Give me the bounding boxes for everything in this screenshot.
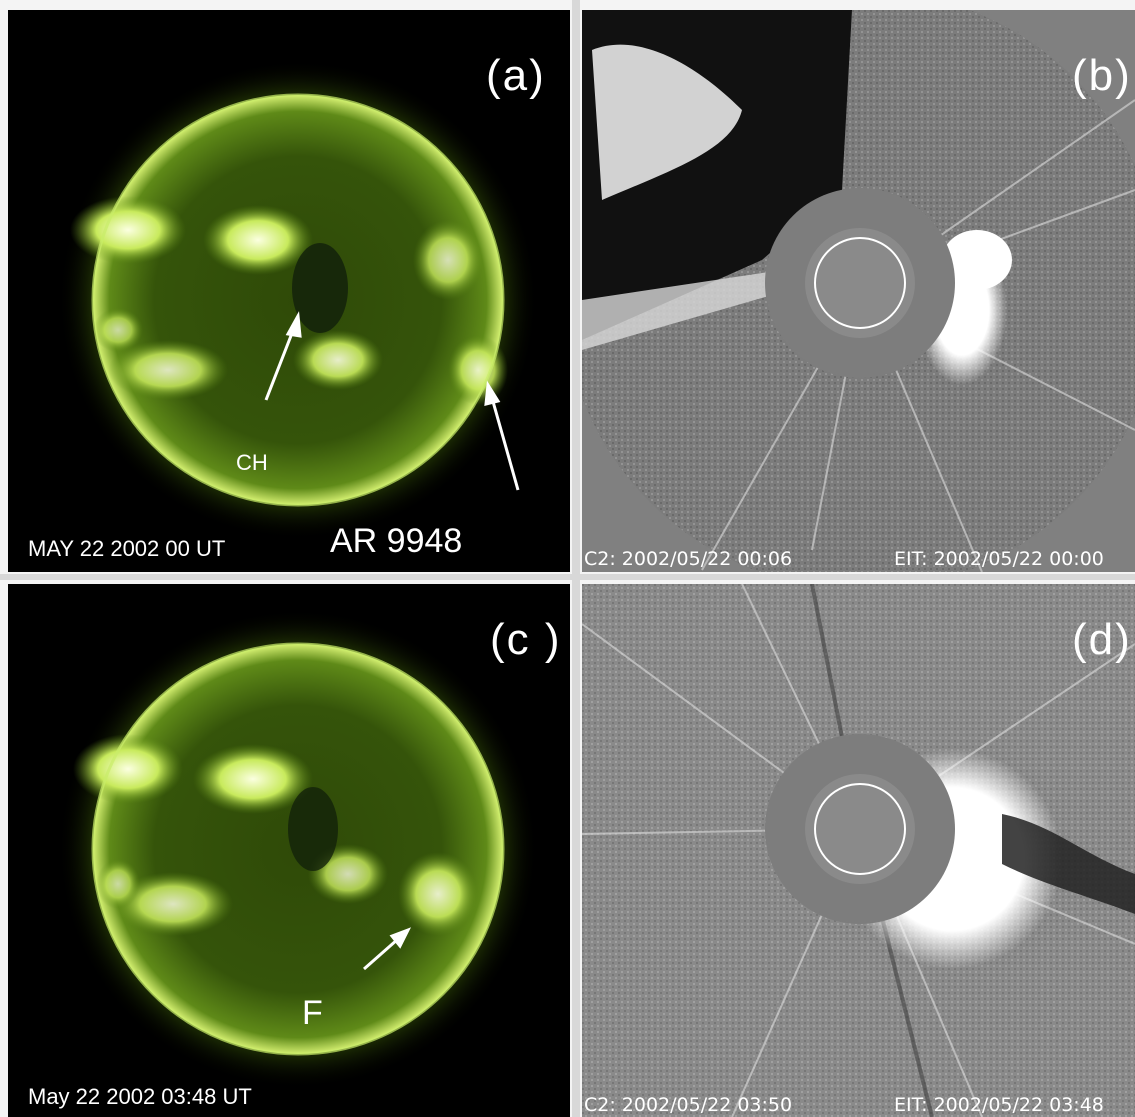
ch-label: CH [236, 450, 268, 475]
panel-c-eit-image: (c ) F May 22 2002 03:48 UT [8, 584, 570, 1117]
coronagraph-d [582, 584, 1135, 1117]
panel-a-eit-image: (a) CH AR 9948 MAY 22 2002 00 UT [8, 10, 570, 572]
panel-label-a: (a) [486, 51, 546, 100]
panel-d-c2-time: C2: 2002/05/22 03:50 [584, 1094, 793, 1116]
arrow-ch [264, 311, 302, 401]
panel-d-c2-image: (d) C2: 2002/05/22 03:50 EIT: 2002/05/22… [582, 584, 1135, 1117]
coronagraph-b [582, 10, 1135, 572]
arrow-ar [484, 380, 520, 491]
sun-disk-c [58, 609, 538, 1089]
panel-label-b: (b) [1072, 51, 1132, 100]
panel-label-c: (c ) [490, 615, 562, 664]
sun-disk-a [58, 60, 538, 540]
panel-b-c2-time: C2: 2002/05/22 00:06 [584, 548, 793, 570]
panel-b-c2-image: (b) C2: 2002/05/22 00:06 EIT: 2002/05/22… [582, 10, 1135, 572]
divider-horizontal [0, 574, 1135, 580]
panel-label-d: (d) [1072, 615, 1132, 664]
panel-a-date: MAY 22 2002 00 UT [28, 536, 226, 561]
f-label: F [302, 994, 323, 1032]
panel-c-date: May 22 2002 03:48 UT [28, 1084, 252, 1109]
panel-b-eit-time: EIT: 2002/05/22 00:00 [894, 548, 1104, 570]
panel-d-eit-time: EIT: 2002/05/22 03:48 [894, 1094, 1104, 1116]
divider-vertical [572, 0, 580, 1117]
ar-label: AR 9948 [330, 522, 463, 560]
arrow-f [363, 927, 412, 971]
